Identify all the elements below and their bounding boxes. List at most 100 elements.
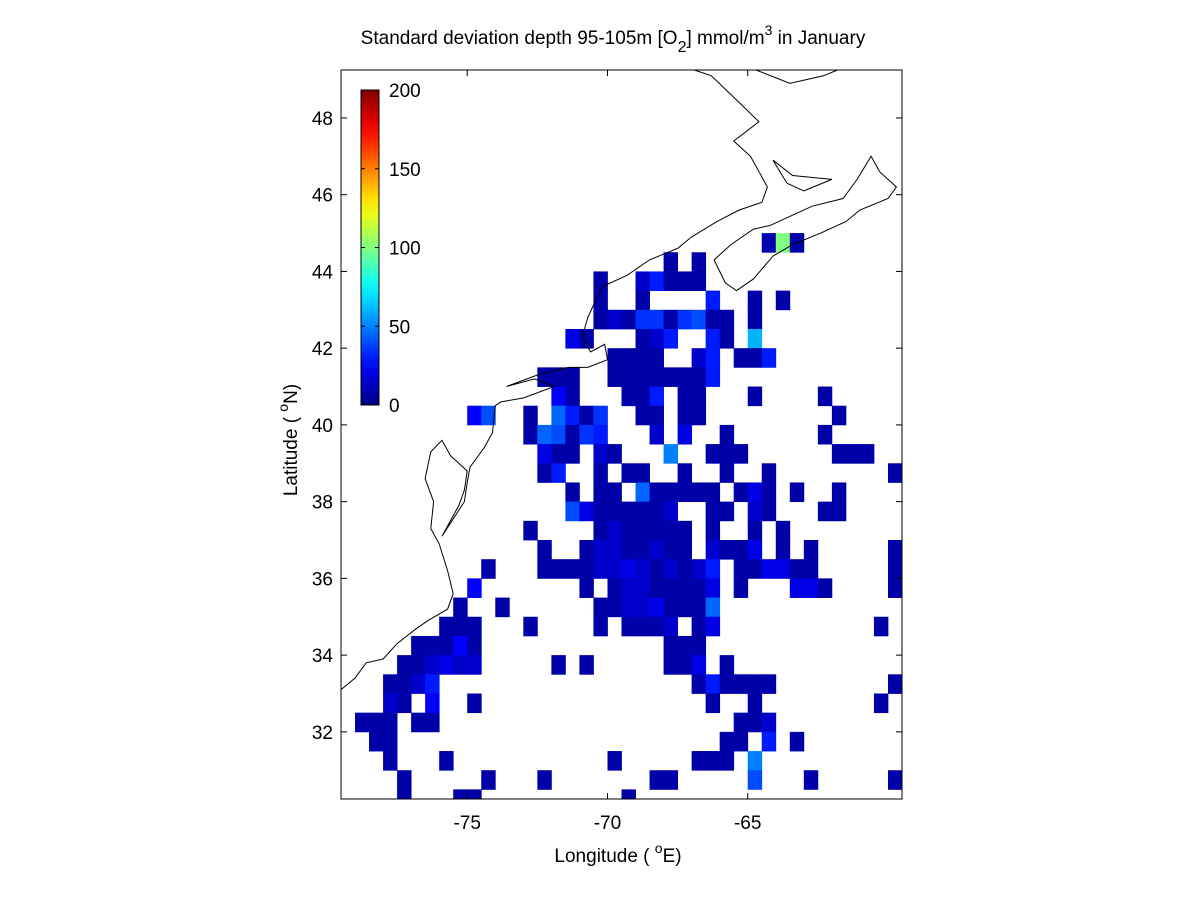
heatmap-cell bbox=[621, 501, 636, 522]
heatmap-cell bbox=[579, 655, 594, 675]
heatmap-cell bbox=[607, 309, 622, 330]
x-tick-label: -70 bbox=[594, 813, 621, 834]
heatmap-cell bbox=[691, 578, 707, 598]
heatmap-cell bbox=[439, 751, 454, 771]
heatmap-cell bbox=[607, 520, 622, 541]
heatmap-cell bbox=[803, 540, 819, 560]
heatmap-cell bbox=[607, 348, 622, 368]
heatmap-cell bbox=[761, 731, 777, 752]
heatmap-cell bbox=[817, 386, 833, 407]
heatmap-cell bbox=[537, 444, 552, 464]
heatmap-cell bbox=[425, 635, 440, 656]
x-tick-label: -75 bbox=[453, 813, 480, 834]
heatmap-cell bbox=[761, 348, 777, 368]
x-tick-label: -65 bbox=[734, 813, 761, 834]
heatmap-cell bbox=[621, 386, 636, 407]
heatmap-cell bbox=[467, 405, 482, 426]
heatmap-cell bbox=[677, 655, 693, 675]
heatmap-cell bbox=[775, 290, 791, 311]
heatmap-cell bbox=[649, 578, 664, 598]
heatmap-cell bbox=[663, 252, 678, 272]
heatmap-cell bbox=[691, 367, 707, 387]
heatmap-cell bbox=[677, 386, 693, 407]
heatmap-cell bbox=[789, 578, 805, 598]
heatmap-cell bbox=[621, 309, 636, 330]
heatmap-cell bbox=[677, 540, 693, 560]
heatmap-cell bbox=[397, 789, 412, 800]
heatmap-cell bbox=[677, 463, 693, 483]
heatmap-cell bbox=[593, 501, 608, 522]
heatmap-cell bbox=[691, 386, 707, 407]
heatmap-cell bbox=[439, 635, 454, 656]
heatmap-cell bbox=[621, 348, 636, 368]
heatmap-cell bbox=[817, 501, 833, 522]
heatmap-cell bbox=[453, 616, 468, 637]
heatmap-cell bbox=[775, 520, 791, 541]
heatmap-cell bbox=[579, 405, 594, 426]
heatmap-cell bbox=[411, 635, 426, 656]
heatmap-cell bbox=[747, 770, 763, 790]
heatmap-cell bbox=[747, 712, 763, 733]
heatmap-cell bbox=[397, 674, 412, 694]
heatmap-cell bbox=[621, 559, 636, 579]
heatmap-cell bbox=[705, 674, 721, 694]
heatmap-cell bbox=[663, 597, 678, 618]
heatmap-cell bbox=[663, 482, 678, 503]
heatmap-cell bbox=[705, 751, 721, 771]
heatmap-cell bbox=[677, 482, 693, 503]
heatmap-cell bbox=[649, 424, 664, 445]
y-tick-label: 34 bbox=[312, 646, 334, 667]
y-tick-label: 40 bbox=[312, 416, 333, 437]
heatmap-cell bbox=[691, 271, 707, 292]
heatmap-cell bbox=[481, 770, 496, 790]
heatmap-cell bbox=[593, 597, 608, 618]
coastline-segment bbox=[713, 155, 898, 292]
heatmap-cell bbox=[565, 559, 580, 579]
heatmap-cell bbox=[369, 731, 384, 752]
heatmap-cell bbox=[705, 348, 721, 368]
heatmap-cell bbox=[467, 655, 482, 675]
heatmap-cell bbox=[761, 233, 777, 253]
heatmap-cell bbox=[593, 559, 608, 579]
coastline-segment bbox=[755, 69, 838, 84]
heatmap-cell bbox=[733, 444, 749, 464]
heatmap-cell bbox=[887, 770, 903, 790]
heatmap-cell bbox=[663, 655, 678, 675]
heatmap-cell bbox=[761, 463, 777, 483]
heatmap-cell bbox=[411, 712, 426, 733]
heatmap-cell bbox=[355, 712, 370, 733]
plot-area bbox=[340, 69, 903, 800]
coastline-segment bbox=[772, 159, 833, 192]
heatmap-cell bbox=[649, 540, 664, 560]
heatmap-cell bbox=[635, 482, 650, 503]
heatmap-cell bbox=[705, 520, 721, 541]
heatmap-cell bbox=[677, 367, 693, 387]
heatmap-cell bbox=[733, 540, 749, 560]
heatmap-cell bbox=[607, 540, 622, 560]
heatmap-cell bbox=[775, 559, 791, 579]
colorbar-tick-label: 200 bbox=[389, 81, 421, 102]
heatmap-cell bbox=[635, 348, 650, 368]
colorbar-tick-label: 50 bbox=[389, 317, 410, 338]
heatmap-cell bbox=[719, 424, 735, 445]
heatmap-cell bbox=[383, 693, 398, 714]
heatmap-cell bbox=[677, 405, 693, 426]
heatmap-cell bbox=[635, 386, 650, 407]
heatmap-cell bbox=[649, 309, 664, 330]
heatmap-cell bbox=[691, 751, 707, 771]
heatmap-cell bbox=[719, 501, 735, 522]
heatmap-cell bbox=[649, 616, 664, 637]
heatmap-cell bbox=[607, 578, 622, 598]
heatmap-cell bbox=[621, 597, 636, 618]
heatmap-cell bbox=[817, 424, 833, 445]
heatmap-cell bbox=[537, 770, 552, 790]
heatmap-cell bbox=[593, 444, 608, 464]
heatmap-cell bbox=[523, 424, 538, 445]
heatmap-cell bbox=[663, 520, 678, 541]
heatmap-cell bbox=[383, 674, 398, 694]
heatmap-cell bbox=[691, 655, 707, 675]
coastline bbox=[340, 69, 898, 690]
y-tick-label: 48 bbox=[312, 109, 333, 130]
heatmap-cell bbox=[733, 482, 749, 503]
